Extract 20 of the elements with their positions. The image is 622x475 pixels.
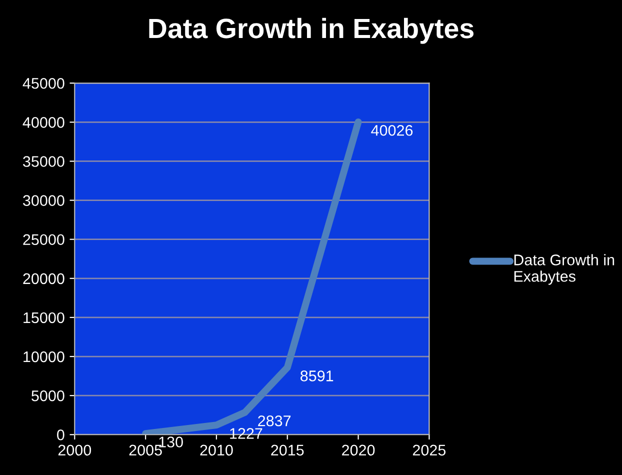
y-tick-label: 20000 xyxy=(23,273,64,284)
x-tick-label: 2025 xyxy=(412,444,446,456)
x-tick-label: 2015 xyxy=(271,444,304,456)
y-tick-label: 10000 xyxy=(24,351,64,362)
x-tick-label: 2010 xyxy=(200,444,233,456)
y-tick-label: 35000 xyxy=(23,156,64,167)
y-tick-label: 0 xyxy=(57,429,64,440)
y-tick-label: 5000 xyxy=(32,390,64,402)
y-tick-label: 40000 xyxy=(22,117,64,128)
chart-title: Data Growth in Exabytes xyxy=(149,18,474,44)
data-label: 8591 xyxy=(300,370,334,382)
x-tick-label: 2020 xyxy=(342,444,375,456)
legend-label: Data Growth in Exabytes xyxy=(514,254,614,285)
y-tick-label: 45000 xyxy=(22,78,64,89)
y-tick-label: 30000 xyxy=(23,195,64,206)
data-label: 2837 xyxy=(258,415,291,426)
data-label: 40026 xyxy=(371,124,413,136)
y-tick-label: 25000 xyxy=(23,234,64,246)
x-tick-label: 2000 xyxy=(58,444,92,456)
y-tick-label: 15000 xyxy=(24,312,64,324)
